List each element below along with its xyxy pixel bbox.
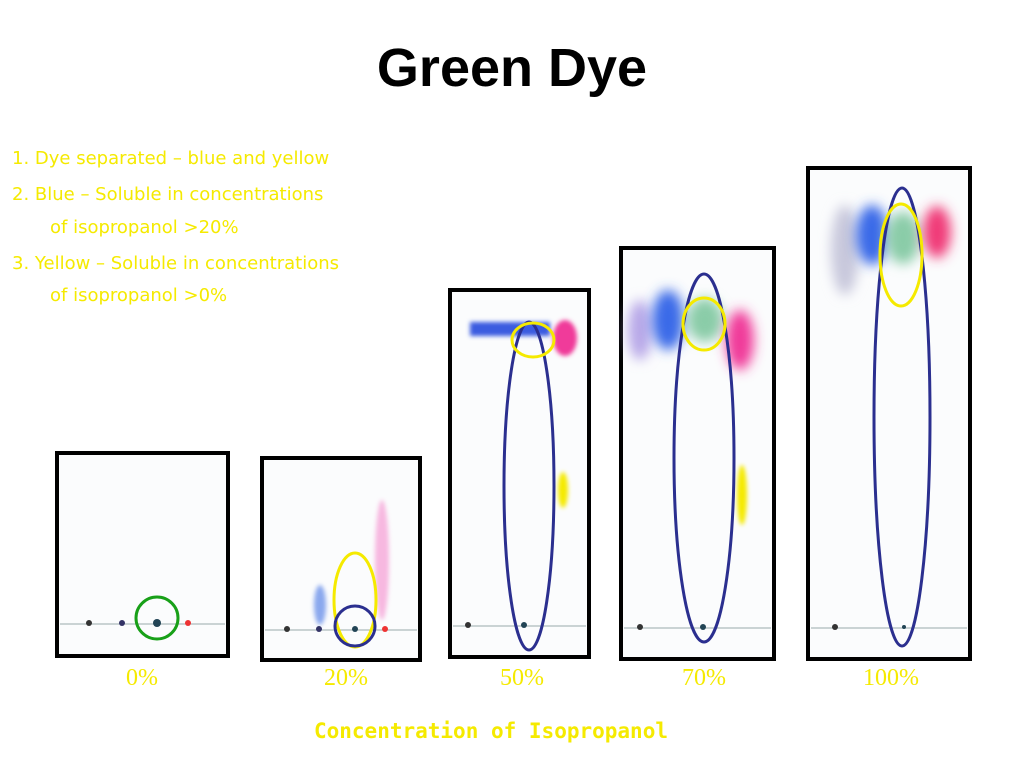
chromatogram	[448, 288, 591, 659]
slide-title: Green Dye	[377, 38, 647, 98]
chromatogram	[260, 456, 422, 662]
chromatogram	[55, 451, 230, 658]
chromatogram	[806, 166, 972, 661]
chromatogram	[619, 246, 776, 661]
note-line: 1. Dye separated – blue and yellow	[12, 148, 329, 169]
panel-label: 100%	[863, 665, 919, 691]
panel-label: 20%	[324, 665, 368, 691]
axis-label: Concentration of Isopropanol	[314, 719, 668, 743]
panel-label: 70%	[682, 665, 726, 691]
note-line: of isopropanol >20%	[50, 217, 239, 238]
panel-label: 50%	[500, 665, 544, 691]
note-line: of isopropanol >0%	[50, 285, 227, 306]
note-line: 3. Yellow – Soluble in concentrations	[12, 253, 339, 274]
panel-label: 0%	[126, 665, 158, 691]
note-line: 2. Blue – Soluble in concentrations	[12, 184, 323, 205]
